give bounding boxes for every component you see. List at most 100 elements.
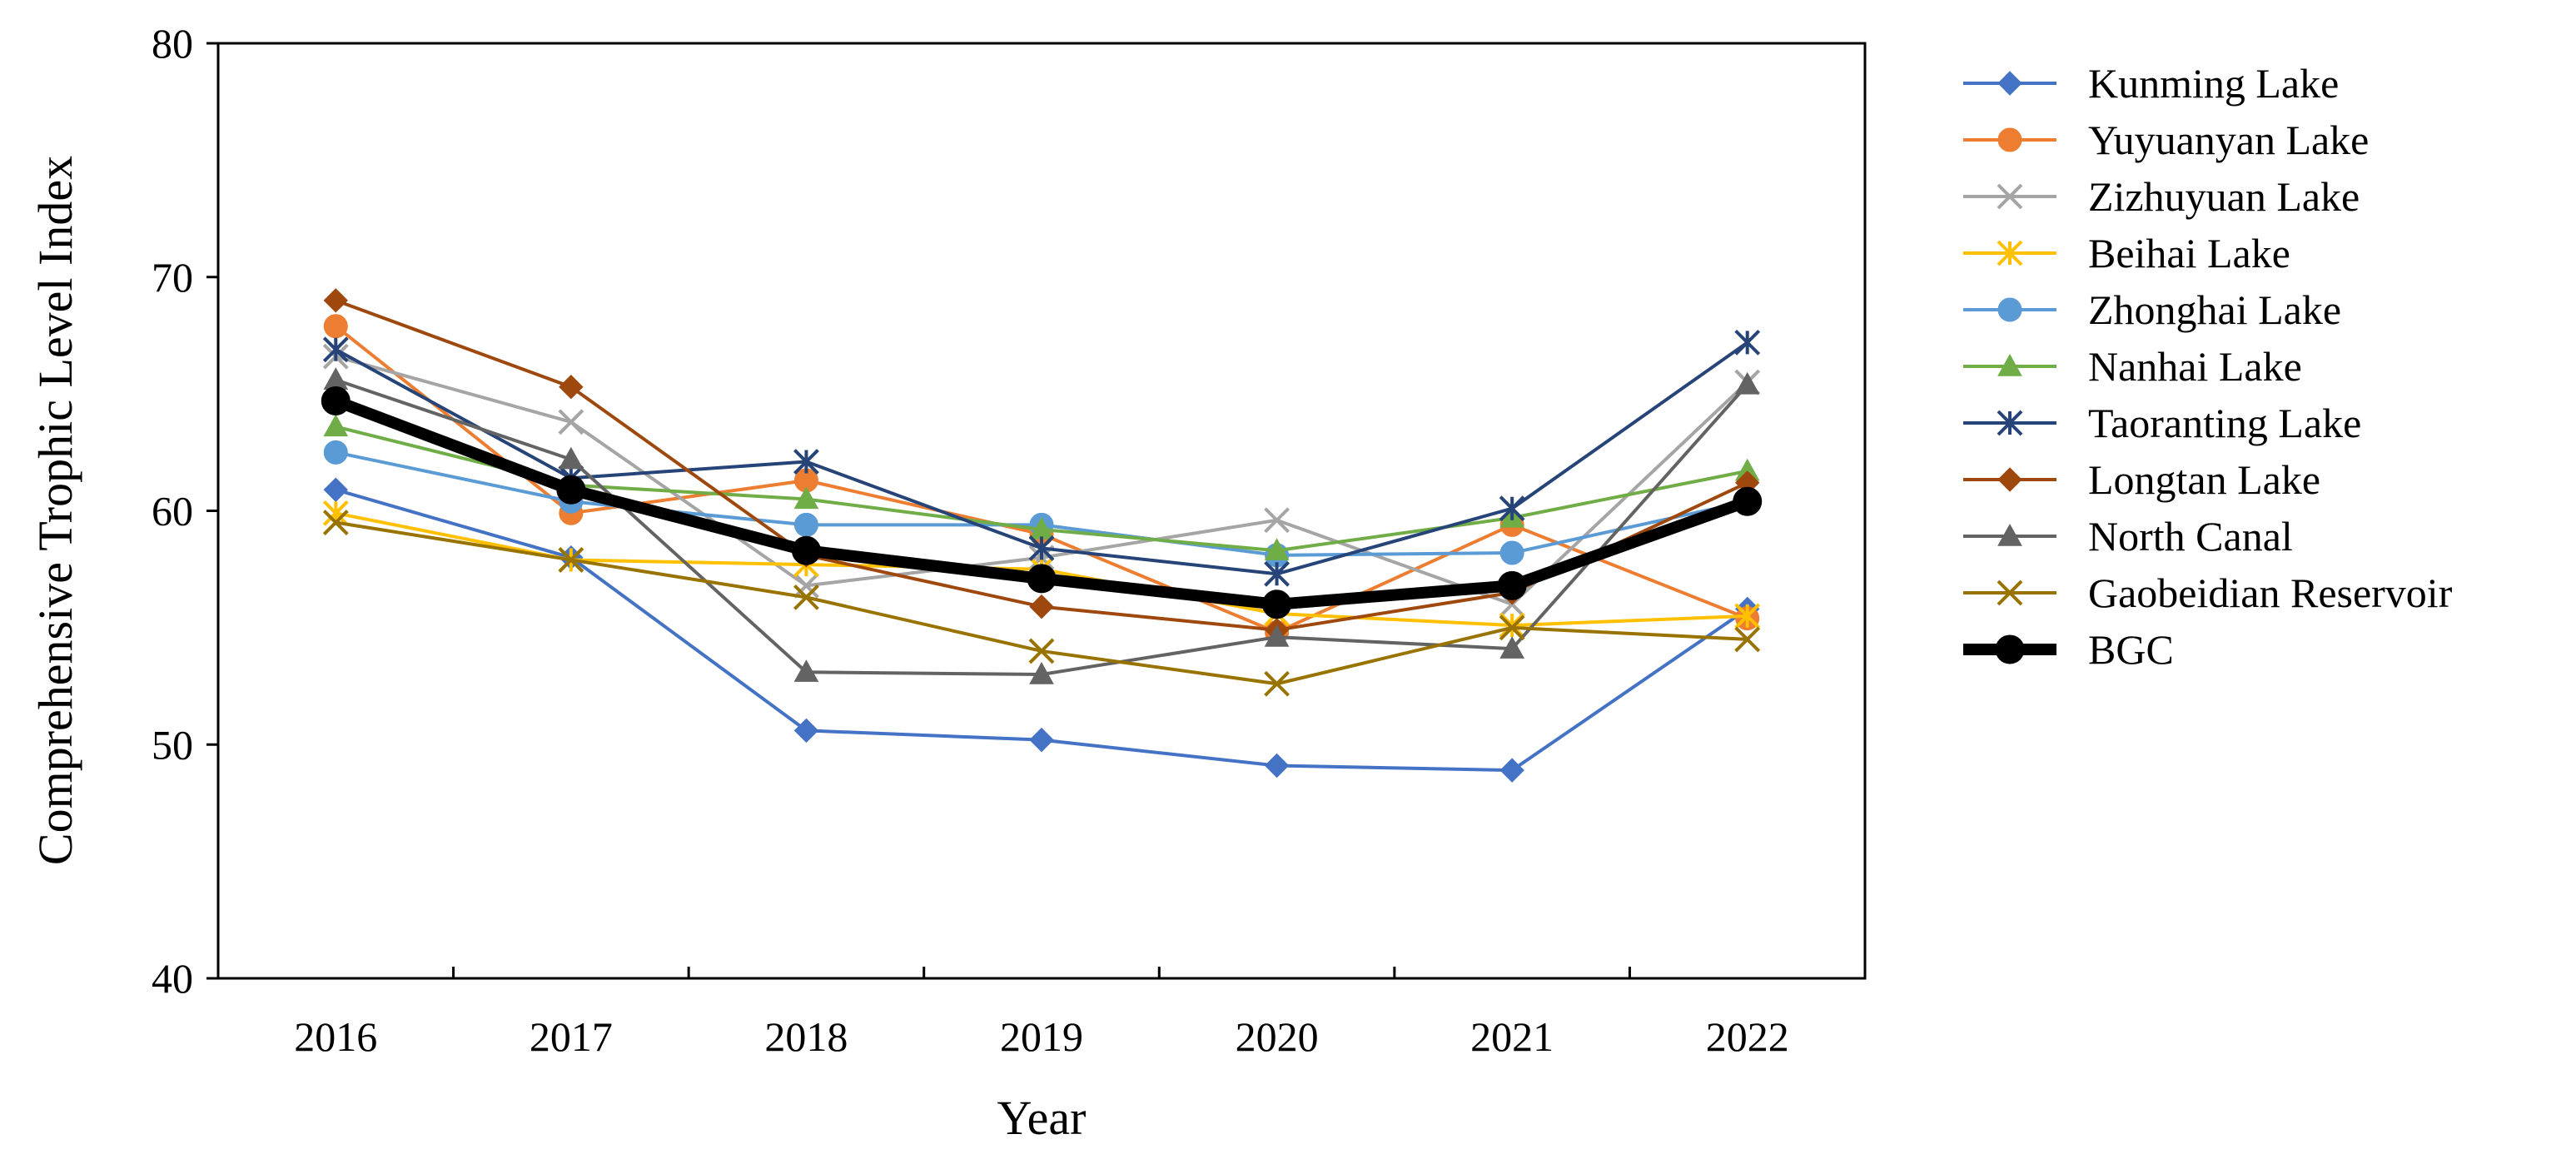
data-point (323, 288, 348, 313)
legend-swatch-marker (1997, 467, 2022, 492)
data-point (558, 409, 584, 435)
legend: Kunming Lake Yuyuanyan Lake Zizhuyuan Lake… (1963, 60, 2453, 673)
x-axis-ticks (452, 967, 1631, 978)
data-point (1264, 507, 1290, 534)
data-point (556, 475, 586, 505)
data-point (1497, 570, 1527, 600)
y-tick-label: 50 (152, 721, 193, 768)
data-point (1029, 727, 1054, 753)
data-point (323, 414, 349, 437)
legend-swatch-marker (1997, 240, 2023, 266)
data-point (793, 449, 819, 475)
legend-swatch-marker (1997, 183, 2023, 210)
data-point (322, 510, 349, 535)
y-tick-label: 60 (152, 488, 193, 535)
legend-entry: Zhonghai Lake (1963, 286, 2341, 333)
data-point (1499, 540, 1524, 565)
data-point (1028, 535, 1055, 561)
legend-label: Nanhai Lake (2088, 343, 2302, 390)
x-axis: 2016 2017 2018 2019 2020 2021 2022 (294, 1013, 1788, 1060)
legend-entry: North Canal (1963, 513, 2293, 560)
data-point (1264, 538, 1290, 560)
x-tick-label: 2020 (1236, 1013, 1319, 1060)
legend-swatch-marker (1997, 410, 2023, 436)
data-point (323, 440, 348, 465)
legend-entry: Kunming Lake (1963, 60, 2339, 107)
legend-swatch-marker (1997, 297, 2022, 322)
legend-swatch-marker (1995, 634, 2025, 664)
data-point (1028, 638, 1055, 664)
legend-swatch-marker (1997, 71, 2022, 96)
legend-entry: Nanhai Lake (1963, 343, 2302, 390)
data-point (321, 386, 351, 416)
legend-label: Taoranting Lake (2088, 400, 2361, 446)
legend-entry: BGC (1963, 626, 2174, 673)
x-tick-label: 2021 (1470, 1013, 1554, 1060)
legend-swatch-marker (1997, 353, 2022, 376)
y-axis: 40 50 60 70 80 (152, 20, 218, 1002)
y-tick-label: 70 (152, 254, 193, 301)
data-point (1734, 329, 1761, 356)
data-point (1734, 603, 1761, 629)
data-point (791, 535, 821, 565)
plot-area (216, 42, 1867, 980)
legend-entry: Longtan Lake (1963, 456, 2320, 503)
data-point (793, 486, 819, 510)
legend-swatch-marker (1997, 523, 2022, 546)
legend-label: Zizhuyuan Lake (2088, 173, 2360, 220)
legend-label: BGC (2088, 626, 2174, 673)
data-point (322, 336, 349, 363)
data-point (1734, 626, 1761, 653)
x-tick-label: 2017 (530, 1013, 613, 1060)
legend-label: Zhonghai Lake (2088, 286, 2341, 333)
legend-label: Gaobeidian Reservoir (2088, 570, 2453, 616)
data-point (1499, 495, 1525, 522)
legend-entry: Taoranting Lake (1963, 400, 2361, 446)
data-point (559, 446, 584, 470)
data-point (1264, 670, 1290, 697)
data-point (1029, 594, 1054, 619)
y-tick-label: 80 (152, 20, 193, 67)
legend-label: North Canal (2088, 513, 2293, 560)
legend-swatch-marker (1997, 580, 2023, 606)
data-point (1499, 614, 1525, 641)
data-point (1264, 624, 1290, 647)
x-tick-label: 2018 (764, 1013, 848, 1060)
series-gaobeidian-reservoir (322, 510, 1761, 697)
data-point (1499, 636, 1524, 659)
series-bgc (321, 386, 1763, 619)
x-tick-label: 2022 (1706, 1013, 1789, 1060)
legend-label: Yuyuanyan Lake (2088, 117, 2369, 163)
data-point (793, 572, 819, 599)
data-point (1499, 758, 1524, 783)
data-point (1734, 371, 1760, 395)
x-axis-title: Year (997, 1091, 1087, 1145)
y-axis-title: Comprehensive Trophic Level Index (28, 156, 82, 865)
data-point (323, 477, 348, 502)
y-tick-label: 40 (152, 955, 193, 1002)
data-point (1264, 560, 1290, 587)
data-point (793, 659, 819, 682)
legend-entry: Gaobeidian Reservoir (1963, 570, 2453, 616)
series-layer (321, 288, 1763, 783)
data-point (1029, 661, 1054, 684)
data-point (793, 512, 818, 537)
legend-swatch-marker (1997, 127, 2022, 152)
x-tick-label: 2016 (294, 1013, 377, 1060)
x-tick-label: 2019 (1000, 1013, 1083, 1060)
data-point (1262, 589, 1292, 619)
data-point (793, 584, 819, 610)
legend-label: Kunming Lake (2088, 60, 2339, 107)
legend-entry: Zizhuyuan Lake (1963, 173, 2360, 220)
legend-label: Beihai Lake (2088, 230, 2290, 276)
data-point (1733, 486, 1763, 516)
data-point (559, 374, 584, 400)
data-point (558, 547, 584, 573)
legend-entry: Beihai Lake (1963, 230, 2290, 276)
data-point (1264, 753, 1290, 778)
data-point (1027, 564, 1057, 594)
legend-label: Longtan Lake (2088, 456, 2320, 503)
legend-entry: Yuyuanyan Lake (1963, 117, 2369, 163)
data-point (793, 718, 819, 744)
data-point (323, 314, 348, 339)
